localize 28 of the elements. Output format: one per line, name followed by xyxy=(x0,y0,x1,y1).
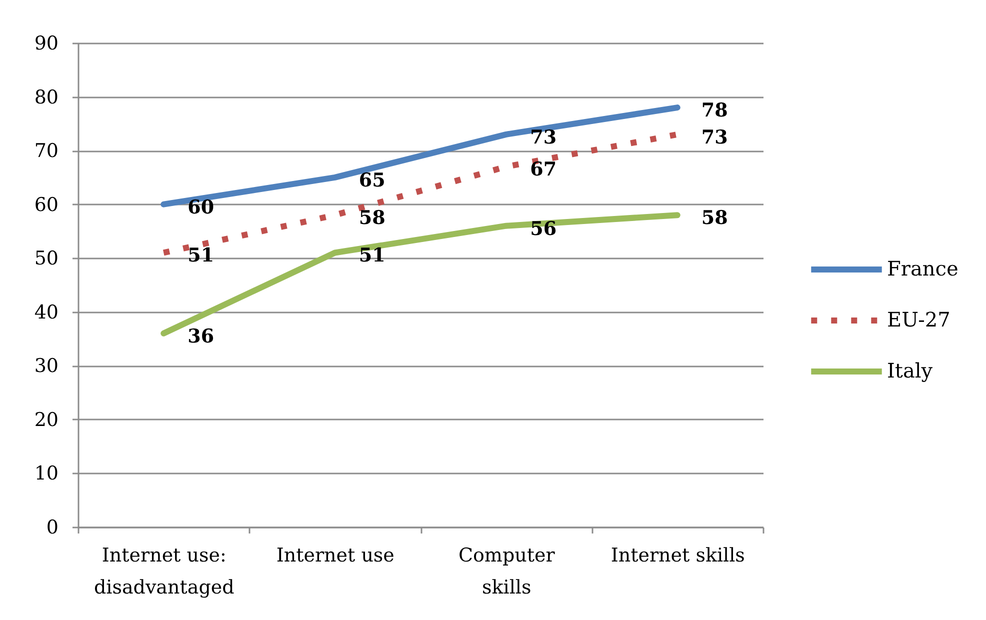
y-tick-label: 0 xyxy=(46,516,58,538)
legend-label: Italy xyxy=(887,358,934,382)
data-label: 60 xyxy=(188,196,214,218)
x-tick-label: Computer skills xyxy=(458,544,556,598)
y-tick-label: 10 xyxy=(34,462,58,485)
y-tick-label: 60 xyxy=(34,194,58,216)
data-label: 73 xyxy=(530,126,557,148)
data-label: 58 xyxy=(701,207,728,230)
data-label: 65 xyxy=(358,169,386,192)
y-tick-label: 90 xyxy=(34,32,58,54)
y-tick-label: 80 xyxy=(34,86,58,108)
x-tick-label: Internet skills xyxy=(610,544,745,566)
y-tick-label: 20 xyxy=(34,408,58,431)
data-label: 73 xyxy=(701,126,728,148)
y-tick-label: 70 xyxy=(34,140,58,162)
legend-label: France xyxy=(887,256,958,280)
y-tick-label: 30 xyxy=(34,355,58,378)
y-tick-label: 50 xyxy=(34,248,58,270)
y-tick-label: 40 xyxy=(34,301,58,324)
data-label: 58 xyxy=(358,207,386,230)
data-label: 36 xyxy=(188,325,214,348)
x-tick-label: Internet use: disadvantaged xyxy=(94,544,234,598)
data-label: 51 xyxy=(188,244,214,267)
data-label: 51 xyxy=(358,244,386,267)
data-label: 67 xyxy=(530,158,557,181)
data-label: 78 xyxy=(701,100,728,122)
legend-label: EU-27 xyxy=(887,308,950,332)
x-tick-label: Internet use xyxy=(276,544,394,566)
